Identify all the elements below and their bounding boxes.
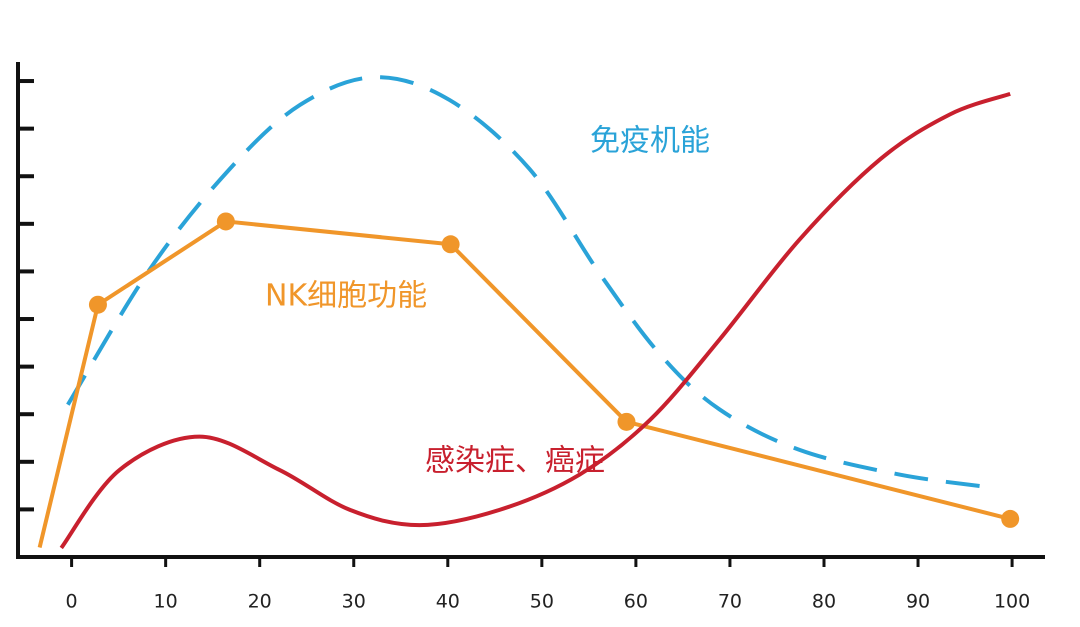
x-tick-label: 40 (436, 591, 460, 613)
point (216, 212, 235, 231)
x-tick-label: 70 (718, 591, 742, 613)
x-tick-label: 50 (530, 591, 554, 613)
x-tick-label: 0 (66, 591, 78, 613)
point (1001, 509, 1020, 528)
x-tick-label: 100 (994, 591, 1030, 613)
point (88, 295, 107, 314)
series-line (66, 75, 996, 490)
x-tick-label: 60 (624, 591, 648, 613)
series-line (37, 219, 1011, 548)
x-tick-label: 20 (248, 591, 272, 613)
point (441, 235, 460, 254)
x-tick-label: 30 (342, 591, 366, 613)
series-label: NK细胞功能 (265, 279, 427, 314)
series-label: 感染症、癌症 (425, 444, 605, 479)
x-tick-label: 90 (906, 591, 930, 613)
series-label: 免疫机能 (590, 124, 710, 159)
series-line (59, 91, 1011, 550)
x-tick-label: 80 (812, 591, 836, 613)
x-tick-label: 10 (154, 591, 178, 613)
point (617, 412, 636, 431)
